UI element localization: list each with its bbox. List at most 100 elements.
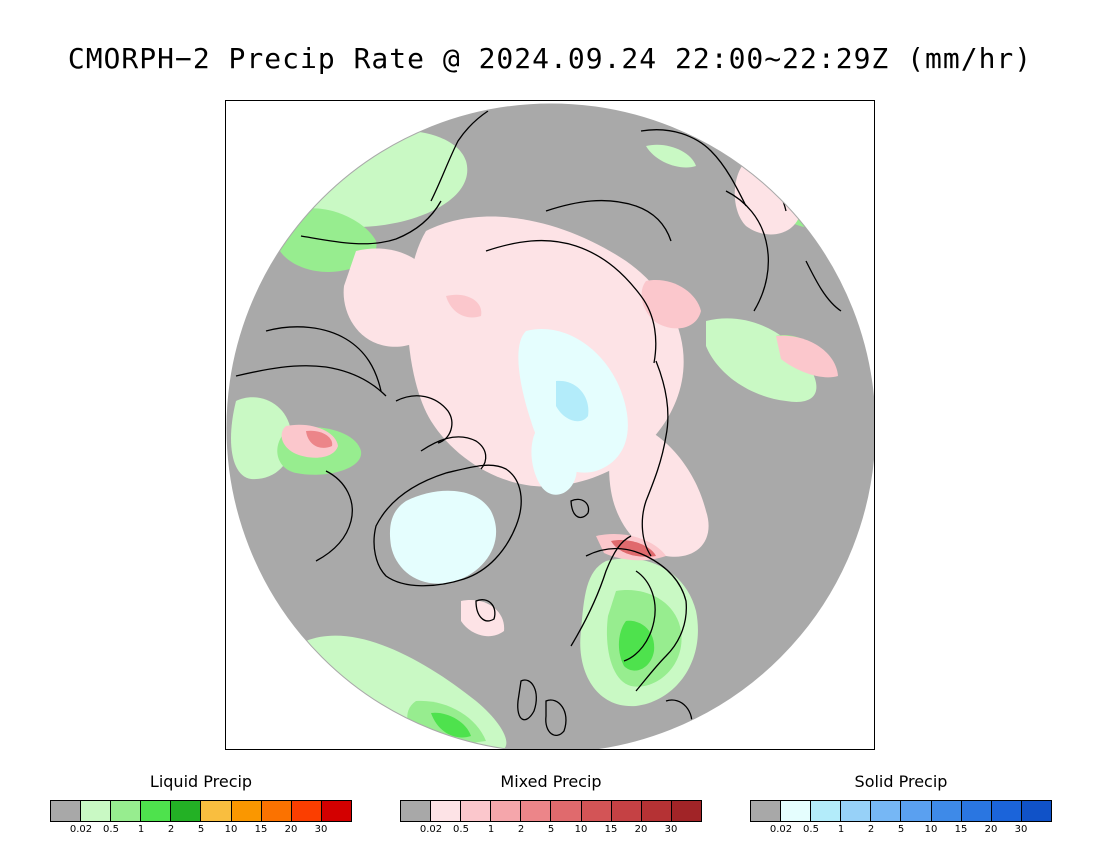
polar-map xyxy=(226,103,874,749)
legend-tick-label: 30 xyxy=(1014,824,1028,835)
legend-tick-label: 2 xyxy=(517,824,525,835)
legend-tick-label: 0.5 xyxy=(803,824,819,835)
coastline xyxy=(235,365,387,397)
legend-title: Mixed Precip xyxy=(500,772,602,791)
legend-tick-label: 15 xyxy=(954,824,968,835)
legend-tick-label: 5 xyxy=(897,824,905,835)
legend-tick-label: 20 xyxy=(634,824,648,835)
legend-swatch xyxy=(51,801,82,821)
legend-swatch xyxy=(491,801,522,821)
legend-swatch xyxy=(111,801,142,821)
legend-title: Solid Precip xyxy=(854,772,948,791)
solid-precip-area xyxy=(389,490,497,584)
legend-swatch xyxy=(641,801,672,821)
legend-mixed: Mixed Precip 0.02 0.5 1 2 5 10 15 20 30 xyxy=(400,772,702,838)
legend-swatch xyxy=(611,801,642,821)
liquid-precip-area xyxy=(618,620,655,671)
coastline xyxy=(641,360,669,557)
coastline xyxy=(570,535,632,647)
coastline xyxy=(420,436,487,470)
legend-ticks: 0.02 0.5 1 2 5 10 15 20 30 xyxy=(50,824,352,838)
legend-swatch xyxy=(811,801,842,821)
coastline xyxy=(430,110,489,202)
coastline xyxy=(395,395,453,444)
legend-tick-label: 10 xyxy=(224,824,238,835)
legend-swatch xyxy=(781,801,812,821)
mixed-precip-area xyxy=(461,600,505,637)
legend-tick-label: 1 xyxy=(487,824,495,835)
liquid-precip-area xyxy=(646,144,696,168)
liquid-precip-area xyxy=(431,712,471,738)
coastline xyxy=(315,470,353,562)
mixed-precip-area xyxy=(734,160,802,235)
legend-swatch xyxy=(751,801,782,821)
mixed-precip-area xyxy=(641,280,701,329)
legend-tick-label: 0.02 xyxy=(69,824,93,835)
legend-tick-label: 15 xyxy=(254,824,268,835)
legend-swatch xyxy=(81,801,112,821)
legend-tick-label: 0.5 xyxy=(103,824,119,835)
coastline xyxy=(373,464,522,587)
mixed-precip-area xyxy=(281,424,338,458)
legend-swatch xyxy=(991,801,1022,821)
legend-title: Liquid Precip xyxy=(149,772,253,791)
mixed-precip-area xyxy=(343,248,442,347)
coastline xyxy=(640,129,747,207)
map-frame xyxy=(225,100,875,750)
legend-tick-label: 0.02 xyxy=(769,824,793,835)
mixed-precip-area xyxy=(776,335,838,378)
legend-tick-label: 10 xyxy=(574,824,588,835)
precip-fields xyxy=(231,130,838,749)
legend-ticks: 0.02 0.5 1 2 5 10 15 20 30 xyxy=(400,824,702,838)
legend-tick-label: 30 xyxy=(314,824,328,835)
legend-swatch xyxy=(931,801,962,821)
map-title: CMORPH−2 Precip Rate @ 2024.09.24 22:00~… xyxy=(67,42,1033,75)
solid-precip-area xyxy=(556,380,589,422)
legend-tick-label: 2 xyxy=(867,824,875,835)
legend-swatch xyxy=(841,801,872,821)
coastlines xyxy=(235,110,872,736)
legend-swatch xyxy=(201,801,232,821)
legend-tick-label: 0.02 xyxy=(419,824,443,835)
legend-tick-label: 1 xyxy=(137,824,145,835)
coastline xyxy=(475,599,496,622)
coastline xyxy=(570,498,590,519)
coastline xyxy=(485,239,657,364)
legend-tick-label: 5 xyxy=(197,824,205,835)
legend-swatch xyxy=(261,801,292,821)
legend-tick-label: 20 xyxy=(984,824,998,835)
legend-tick-label: 1 xyxy=(837,824,845,835)
legend-liquid: Liquid Precip 0.02 0.5 1 2 5 10 15 20 30 xyxy=(50,772,352,838)
legend-tick-label: 30 xyxy=(664,824,678,835)
legend-tick-label: 20 xyxy=(284,824,298,835)
legend-swatch xyxy=(901,801,932,821)
mixed-precip-area xyxy=(611,540,656,557)
mixed-precip-area xyxy=(446,294,482,318)
legend-swatch xyxy=(551,801,582,821)
legend-swatch xyxy=(961,801,992,821)
legend-tick-label: 5 xyxy=(547,824,555,835)
legend-swatch xyxy=(171,801,202,821)
legend-swatches xyxy=(750,800,1052,822)
liquid-precip-area xyxy=(706,318,817,402)
legend-tick-label: 0.5 xyxy=(453,824,469,835)
legend-swatch xyxy=(231,801,262,821)
coastline xyxy=(725,190,769,312)
legend-tick-label: 15 xyxy=(604,824,618,835)
legend-swatch xyxy=(461,801,492,821)
coastline xyxy=(585,547,687,692)
legend-swatch xyxy=(671,801,701,821)
legend-swatches xyxy=(400,800,702,822)
coastline xyxy=(517,679,537,721)
coastline xyxy=(300,200,442,245)
legend-swatch xyxy=(401,801,432,821)
coastline xyxy=(545,699,567,736)
legend-swatch xyxy=(141,801,172,821)
legend-tick-label: 10 xyxy=(924,824,938,835)
liquid-precip-area xyxy=(231,397,292,480)
polar-disc-edge xyxy=(226,103,874,749)
legend-swatch xyxy=(521,801,552,821)
legend-swatch xyxy=(431,801,462,821)
legend-tick-label: 2 xyxy=(167,824,175,835)
legend-swatch xyxy=(321,801,351,821)
